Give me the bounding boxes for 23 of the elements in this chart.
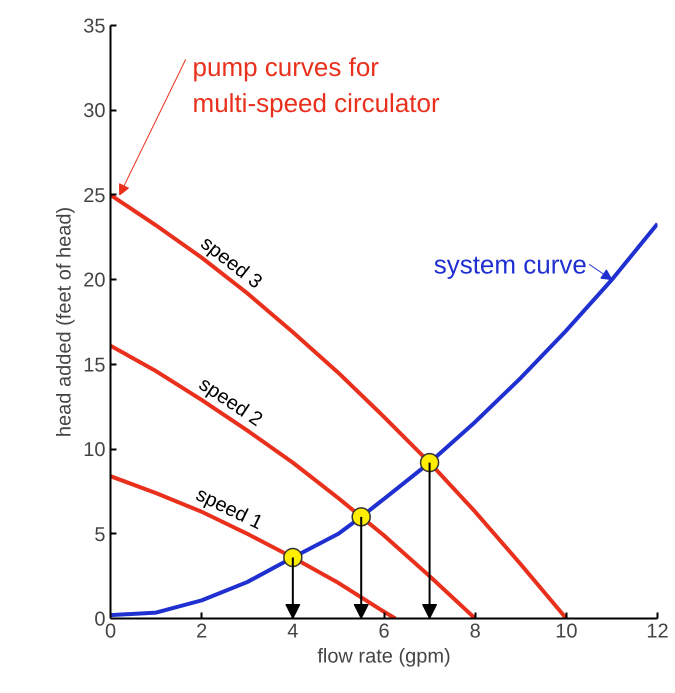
x-axis-title: flow rate (gpm) [317,646,451,668]
point [351,507,371,527]
point [420,452,440,472]
point [283,548,303,568]
legend-label: system curve [434,249,587,280]
x-tick-label: 2 [196,620,208,642]
x-tick-label: 10 [555,620,578,642]
y-tick-label: 5 [94,524,106,546]
x-tick-label: 8 [470,620,481,642]
y-axis-title: head added (feet of head) [53,206,76,438]
y-tick-label: 35 [83,16,106,38]
y-tick-label: 15 [83,354,106,376]
text: speed 1 [192,483,266,534]
x-tick-label: 4 [287,620,298,642]
y-tick-label: 30 [83,100,106,122]
y-tick-label: 20 [83,270,106,292]
x-tick-label: 6 [378,620,390,642]
y-tick-label: 10 [83,439,106,462]
annotation: pump curves for multi-speed circulator [192,52,440,118]
line-series [110,474,398,618]
y-tick-label: 25 [83,184,106,207]
line-series [110,344,478,618]
x-tick-label: 12 [646,620,669,642]
